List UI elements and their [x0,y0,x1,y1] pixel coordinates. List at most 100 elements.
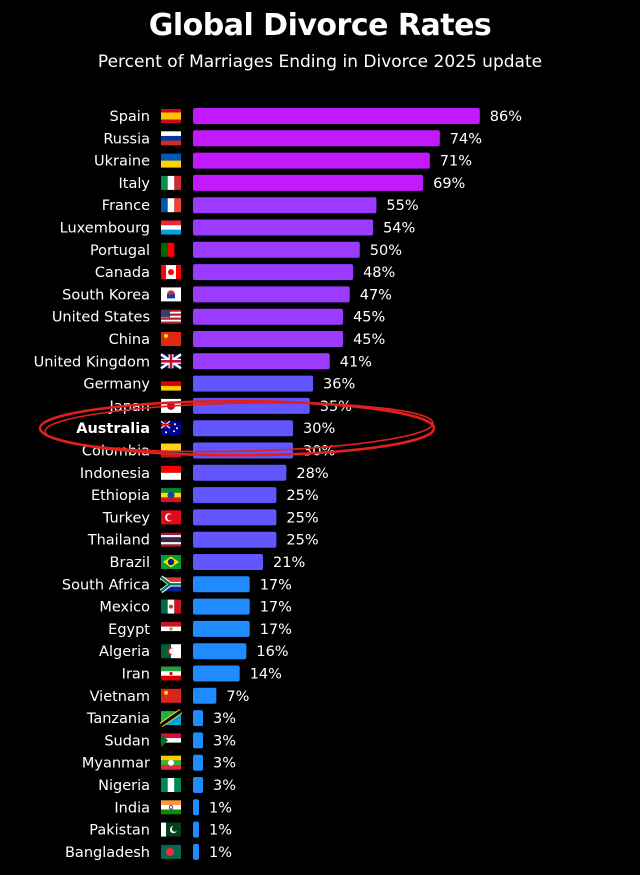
flag-dz-icon [161,644,181,659]
category-label: Russia [103,131,150,147]
flag-sd-icon [161,733,181,748]
bar [193,598,250,615]
value-label: 47% [360,287,392,303]
bar [193,821,199,838]
value-label: 1% [209,845,232,861]
bar [193,420,294,437]
bar [193,643,247,660]
flag-ru-icon [161,131,181,146]
flag-gb-icon [160,353,182,370]
value-label: 21% [273,555,305,571]
flag-es-icon [161,109,181,123]
category-label: Egypt [108,622,150,638]
bar [193,576,250,593]
flag-lu-icon [161,220,181,235]
flag-ca-icon [161,265,181,280]
category-label: Bangladesh [65,845,150,861]
category-label: United States [52,310,150,326]
value-label: 3% [213,756,236,772]
bar [193,620,250,637]
bar [193,353,330,370]
flag-ir-icon [161,666,181,681]
flag-za-icon [159,575,181,594]
category-label: Ukraine [94,154,150,170]
chart-title: Global Divorce Rates [148,8,492,43]
bar [193,264,354,281]
value-label: 54% [383,221,415,237]
value-label: 17% [260,577,292,593]
category-label: Myanmar [82,756,150,772]
bar [193,219,374,236]
flag-vn-icon [161,688,181,703]
category-label: Indonesia [80,466,150,482]
flag-mm-icon [161,755,181,770]
value-label: 14% [250,667,282,683]
category-label: Italy [119,176,151,192]
bar [193,308,344,325]
value-label: 41% [340,354,372,370]
value-label: 55% [386,198,418,214]
bar [193,130,440,147]
flag-th-icon [161,532,181,547]
flag-us-icon [161,309,181,324]
category-label: Thailand [87,533,150,549]
category-label: South Korea [62,287,150,303]
flag-fr-icon [161,198,181,213]
flag-et-icon [161,488,181,503]
category-label: Vietnam [90,689,150,705]
value-label: 45% [353,332,385,348]
category-label: Canada [95,265,150,281]
flag-pk-icon [161,822,181,837]
value-label: 48% [363,265,395,281]
value-label: 25% [286,533,318,549]
flag-eg-icon [161,621,181,636]
category-label: China [109,332,150,348]
bar [193,375,314,392]
bar [193,687,217,704]
value-label: 1% [209,823,232,839]
category-label: Pakistan [89,823,150,839]
bar [193,464,287,481]
category-label: Algeria [99,644,150,660]
category-label: Iran [122,667,150,683]
bar [193,777,204,793]
bar [193,152,430,169]
category-label: Sudan [104,733,150,749]
bar [193,554,264,570]
bar [193,754,204,771]
category-label: France [102,198,150,214]
bar [193,710,204,727]
value-label: 71% [440,154,472,170]
category-label: Australia [76,421,150,437]
bar [193,799,199,816]
flag-cn-icon [161,332,181,346]
flag-br-icon [161,555,181,569]
value-label: 36% [323,377,355,393]
value-label: 50% [370,243,402,259]
value-label: 7% [226,689,249,705]
category-label: United Kingdom [34,354,150,370]
bar [193,331,344,347]
value-label: 30% [303,421,335,437]
flag-it-icon [161,175,181,190]
bar [193,843,199,860]
bar [193,286,350,303]
category-label: Mexico [99,600,150,616]
category-label: Turkey [102,510,151,526]
flag-au-icon [160,420,181,436]
category-label: Spain [109,109,150,125]
category-label: Portugal [90,243,150,259]
flag-co-icon [161,443,181,458]
value-label: 17% [260,600,292,616]
value-label: 1% [209,800,232,816]
flag-in-icon [161,800,181,815]
category-label: Ethiopia [91,488,150,504]
flag-pt-icon [161,242,175,257]
value-label: 17% [260,622,292,638]
flag-tz-icon [159,709,183,728]
category-label: Germany [83,377,150,393]
bar [193,174,424,191]
value-label: 28% [296,466,328,482]
category-label: India [114,800,150,816]
